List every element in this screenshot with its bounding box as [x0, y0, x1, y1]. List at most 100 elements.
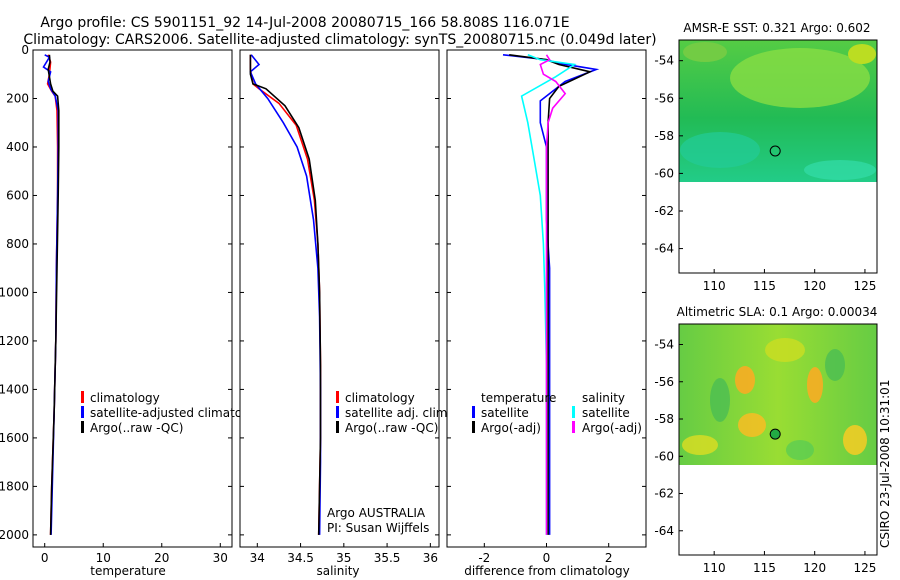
legend-swatch-temp-satellite — [472, 406, 475, 418]
sla-mid-patch — [682, 435, 718, 455]
temperature-xtick-label: 30 — [213, 551, 228, 565]
sla-xtick-label: 115 — [753, 561, 776, 575]
salinity-xtick-label: 35 — [336, 551, 351, 565]
sst-ytick-label: -62 — [654, 204, 674, 218]
sst-warm-patch — [848, 44, 876, 64]
sst-warm-patch — [683, 42, 727, 62]
sla-argo-position-marker — [769, 428, 781, 440]
sst-xtick-label: 115 — [753, 279, 776, 293]
sla-high-patch — [738, 413, 766, 437]
sla-ytick-label: -60 — [654, 449, 674, 463]
legend-swatch-sal-satellite — [336, 406, 339, 418]
legend-label-sal-diff-satellite: satellite — [582, 406, 630, 420]
temperature-ytick-label: 1200 — [0, 334, 29, 348]
legend-label-temp-satellite: satellite — [481, 406, 529, 420]
temperature-ytick-label: 400 — [6, 140, 29, 154]
legend-label-sal-argo: Argo(..raw -QC) — [345, 421, 438, 435]
difference-xtick-label: 2 — [605, 551, 613, 565]
sla-ytick-label: -54 — [654, 337, 674, 351]
temperature-ytick-label: 1800 — [0, 479, 29, 493]
temperature-xlabel: temperature — [90, 564, 165, 578]
temperature-ytick-label: 0 — [21, 43, 29, 57]
salinity-panel: 34 34.5 35 35.5 36 salinity climatology sate… — [239, 49, 451, 578]
credit-timestamp: CSIRO 23-Jul-2008 10:31:01 — [878, 380, 892, 548]
salinity-xtick-label: 35.5 — [374, 551, 401, 565]
legend-label-sal-diff-argo: Argo(-adj) — [582, 421, 642, 435]
temperature-ytick-label: 200 — [6, 91, 29, 105]
sst-xtick-label: 125 — [853, 279, 876, 293]
difference-panel: -2 0 2 difference from climatology tempera… — [446, 49, 647, 578]
salinity-xlabel: salinity — [316, 564, 359, 578]
sla-xtick-label: 120 — [803, 561, 826, 575]
sla-high-patch — [843, 425, 867, 455]
temperature-panel: 0 10 20 30 0 200 400 600 800 1000 1200 1400 1600 180… — [0, 43, 268, 578]
temperature-series-line — [47, 54, 60, 535]
temperature-axes-frame — [32, 49, 233, 548]
legend-label-climatology: climatology — [90, 391, 160, 405]
difference-series-line — [502, 54, 600, 535]
salinity-series-line — [249, 54, 322, 535]
legend-heading-temperature: temperature — [481, 391, 556, 405]
difference-xtick-label: 0 — [543, 551, 551, 565]
sla-high-patch — [807, 367, 823, 403]
temperature-ytick-label: 2000 — [0, 528, 29, 542]
temperature-ytick-label: 1600 — [0, 431, 29, 445]
sst-map-frame — [678, 39, 878, 274]
legend-heading-salinity: salinity — [582, 391, 625, 405]
figure-title-line2: Climatology: CARS2006. Satellite-adjuste… — [23, 32, 656, 48]
sst-xtick-label: 120 — [803, 279, 826, 293]
difference-xtick-label: -2 — [478, 551, 490, 565]
temperature-ytick-label: 600 — [6, 188, 29, 202]
salinity-xtick-label: 34 — [250, 551, 265, 565]
temperature-ytick-label: 800 — [6, 237, 29, 251]
salinity-xtick-label: 34.5 — [287, 551, 314, 565]
sst-ytick-label: -58 — [654, 129, 674, 143]
sla-ytick-label: -56 — [654, 375, 674, 389]
sla-ytick-label: -62 — [654, 487, 674, 501]
principal-investigator-annotation: PI: Susan Wijffels — [327, 521, 429, 535]
data-source-annotation: Argo AUSTRALIA — [327, 506, 426, 520]
temperature-xtick-label: 20 — [154, 551, 169, 565]
sst-ytick-label: -54 — [654, 54, 674, 68]
sst-cool-patch — [804, 160, 876, 180]
sla-ytick-label: -58 — [654, 412, 674, 426]
legend-swatch-climatology — [81, 391, 84, 403]
salinity-legend: climatology satellite adj. clim. Argo(..… — [336, 391, 451, 435]
figure-title-line1: Argo profile: CS 5901151_92 14-Jul-2008 … — [40, 15, 569, 31]
sst-ytick-label: -60 — [654, 166, 674, 180]
sst-warm-patch — [730, 48, 870, 108]
sla-map-title: Altimetric SLA: 0.1 Argo: 0.00034 — [677, 305, 878, 319]
sst-map-panel: AMSR-E SST: 0.321 Argo: 0.602 110 115 120 1… — [654, 21, 878, 293]
salinity-xtick-label: 36 — [423, 551, 438, 565]
sla-map-frame — [678, 323, 878, 556]
difference-series-line — [509, 54, 593, 535]
sla-map-panel: Altimetric SLA: 0.1 Argo: 0.00034 110 115… — [654, 305, 878, 575]
sla-field — [679, 324, 877, 465]
legend-label-temp-argo: Argo(-adj) — [481, 421, 541, 435]
difference-xlabel: difference from climatology — [464, 564, 630, 578]
legend-label-sal-satellite: satellite adj. clim. — [345, 406, 451, 420]
sst-ytick-label: -64 — [654, 242, 674, 256]
sst-field — [679, 40, 877, 182]
legend-swatch-argo — [81, 421, 84, 433]
legend-swatch-sal-argo — [336, 421, 339, 433]
sst-cool-patch — [680, 132, 760, 168]
sla-low-patch — [786, 440, 814, 460]
sla-xtick-label: 125 — [853, 561, 876, 575]
sla-mid-patch — [765, 338, 805, 362]
sla-low-patch — [825, 349, 845, 381]
legend-swatch-satellite-adjusted — [81, 406, 84, 418]
legend-label-sal-climatology: climatology — [345, 391, 415, 405]
temperature-legend: climatology satellite-adjusted climatolo… — [81, 391, 268, 435]
sst-argo-position-marker — [769, 145, 781, 157]
sla-low-patch — [710, 378, 730, 422]
legend-swatch-sal-diff-satellite — [572, 406, 575, 418]
legend-swatch-temp-argo — [472, 421, 475, 433]
sla-xtick-label: 110 — [703, 561, 726, 575]
legend-label-satellite-adjusted: satellite-adjusted climatology — [90, 406, 268, 420]
sst-ytick-label: -56 — [654, 91, 674, 105]
sst-xtick-label: 110 — [703, 279, 726, 293]
difference-legend: temperature satellite Argo(-adj) salinit… — [472, 391, 642, 435]
temperature-xtick-label: 10 — [96, 551, 111, 565]
